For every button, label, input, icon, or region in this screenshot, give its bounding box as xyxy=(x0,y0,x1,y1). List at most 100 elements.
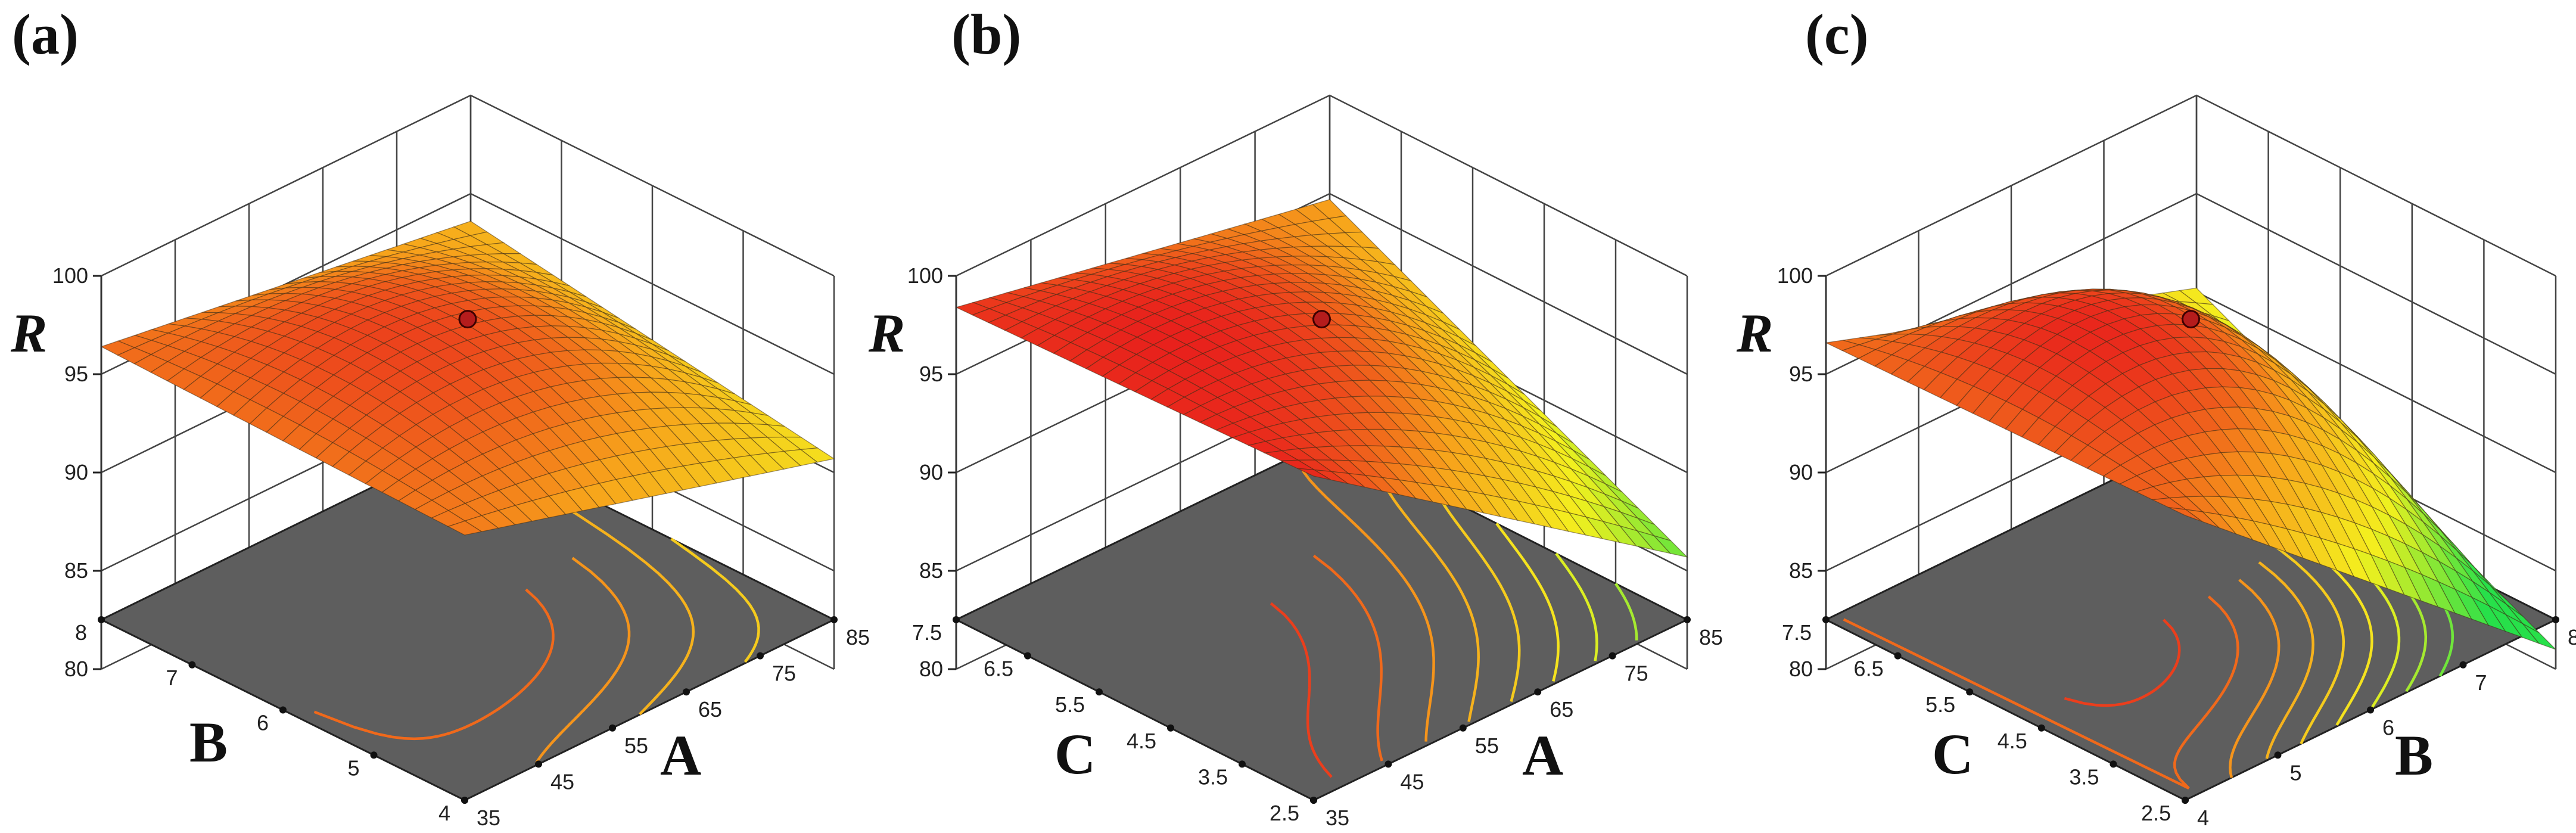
x-tick-mark xyxy=(2367,706,2374,714)
y-tick-label: 3.5 xyxy=(1198,764,1228,789)
y-tick-label: 7.5 xyxy=(912,620,942,645)
response-surface xyxy=(1824,287,2556,650)
z-tick-label: 85 xyxy=(919,558,943,583)
z-tick-label: 80 xyxy=(64,657,88,681)
contour-line xyxy=(1298,456,1435,742)
contour-line xyxy=(535,557,631,764)
optimum-point xyxy=(1312,310,1331,329)
y-tick-mark xyxy=(2182,797,2189,804)
z-tick-label: 90 xyxy=(919,460,943,484)
z-tick-label: 95 xyxy=(919,362,943,386)
y-tick-mark xyxy=(188,661,196,669)
y-tick-label: 7.5 xyxy=(1782,620,1812,645)
contour-line xyxy=(1843,595,2239,790)
y-tick-mark xyxy=(1024,652,1031,660)
x-tick-mark xyxy=(757,652,764,660)
response-surface xyxy=(100,220,835,536)
z-tick-label: 90 xyxy=(64,460,88,484)
z-tick-label: 95 xyxy=(64,362,88,386)
z-tick-label: 100 xyxy=(907,263,943,288)
y-tick-mark xyxy=(1310,797,1317,804)
z-tick-label: 80 xyxy=(919,657,943,681)
surface-cell xyxy=(1297,468,1331,480)
y-tick-label: 8 xyxy=(75,620,87,645)
y-tick-mark xyxy=(98,616,105,623)
y-axis-label: C xyxy=(1054,722,1096,786)
x-tick-label: 5 xyxy=(2290,760,2302,785)
z-tick-label: 100 xyxy=(1777,263,1813,288)
z-tick-label: 85 xyxy=(64,558,88,583)
x-tick-mark xyxy=(1385,760,1392,768)
y-tick-label: 2.5 xyxy=(1270,801,1299,825)
z-tick-label: 95 xyxy=(1789,362,1813,386)
x-tick-mark xyxy=(2459,661,2467,669)
y-tick-mark xyxy=(1167,724,1174,732)
x-tick-mark xyxy=(1684,616,1691,623)
y-tick-mark xyxy=(1966,688,1974,696)
x-tick-label: 65 xyxy=(1550,697,1573,722)
response-surface xyxy=(955,199,1689,558)
z-tick-label: 90 xyxy=(1789,460,1813,484)
y-tick-label: 4 xyxy=(438,801,450,825)
contour-line xyxy=(1555,552,1598,661)
x-tick-mark xyxy=(2552,616,2559,623)
x-tick-label: 6 xyxy=(2382,716,2394,740)
x-tick-label: 75 xyxy=(772,661,796,686)
x-tick-label: 45 xyxy=(550,769,574,794)
contour-line xyxy=(1436,492,1521,702)
z-axis-label: R xyxy=(10,303,47,363)
y-tick-label: 3.5 xyxy=(2069,764,2099,789)
contour-line xyxy=(2256,533,2345,745)
contour-line xyxy=(2229,579,2281,778)
contour-line xyxy=(1270,602,1333,778)
y-tick-label: 6.5 xyxy=(1854,657,1884,681)
x-tick-mark xyxy=(1534,688,1542,696)
x-tick-label: 55 xyxy=(1475,733,1499,758)
contour-line xyxy=(2258,561,2314,759)
wall-gridline-z xyxy=(1825,94,2556,277)
x-tick-mark xyxy=(2274,751,2282,759)
panel-label: (a) xyxy=(12,2,79,66)
x-axis-label: B xyxy=(2395,723,2433,787)
contour-line xyxy=(2064,618,2181,707)
panel-c: 80 85 90 95 100 4 5 6 7 8 2.5 3.5 4.5 5.5 6.5 7.5 (c) R C B xyxy=(1736,2,2576,830)
x-tick-label: 35 xyxy=(1326,806,1349,830)
x-tick-label: 85 xyxy=(1699,625,1723,649)
y-tick-label: 5.5 xyxy=(1925,692,1955,717)
y-tick-mark xyxy=(1822,616,1830,623)
optimum-point xyxy=(458,310,477,329)
contour-line xyxy=(1312,554,1383,761)
x-tick-label: 85 xyxy=(846,625,870,649)
z-tick-label: 100 xyxy=(52,263,88,288)
y-tick-mark xyxy=(279,706,287,714)
x-tick-label: 55 xyxy=(624,733,648,758)
y-axis-label: B xyxy=(189,710,228,774)
y-tick-mark xyxy=(2110,760,2117,768)
x-tick-label: 35 xyxy=(477,806,500,830)
z-axis-label: R xyxy=(1736,303,1773,363)
contour-line xyxy=(482,445,695,716)
y-tick-mark xyxy=(1894,652,1902,660)
panel-b: 80 85 90 95 100 35 45 55 65 75 85 2.5 3.5 4.5 5.5 6.5 7.… xyxy=(868,2,1723,830)
z-axis-label: R xyxy=(868,303,905,363)
y-tick-label: 2.5 xyxy=(2141,801,2171,825)
y-tick-mark xyxy=(1096,688,1103,696)
y-tick-mark xyxy=(461,797,468,804)
x-tick-label: 8 xyxy=(2568,625,2576,649)
x-tick-mark xyxy=(535,760,542,768)
y-axis-label: C xyxy=(1932,722,1973,786)
y-tick-mark xyxy=(2037,724,2045,732)
contour-line xyxy=(1495,523,1560,682)
surface-cell xyxy=(447,520,483,536)
y-tick-label: 5.5 xyxy=(1055,692,1085,717)
x-tick-mark xyxy=(830,616,838,623)
x-tick-mark xyxy=(683,688,690,696)
z-tick-label: 80 xyxy=(1789,657,1813,681)
contour-line xyxy=(1376,463,1480,722)
x-tick-label: 4 xyxy=(2197,806,2209,830)
x-tick-label: 75 xyxy=(1625,661,1648,686)
panel-label: (c) xyxy=(1805,2,1869,66)
y-tick-label: 4.5 xyxy=(1127,729,1156,753)
optimum-point xyxy=(2182,310,2200,329)
